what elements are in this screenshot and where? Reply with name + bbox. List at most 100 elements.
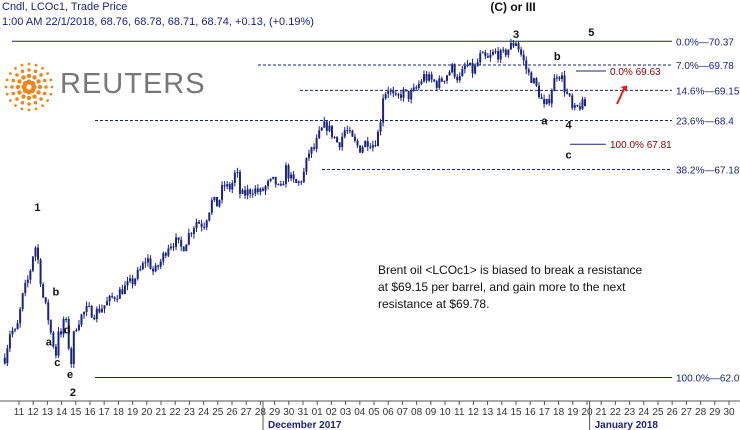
- logo-dot: [49, 92, 53, 96]
- logo-dot: [46, 99, 50, 102]
- candle-body: [180, 239, 183, 247]
- candle-body: [453, 64, 456, 77]
- candle-body: [438, 78, 441, 88]
- x-tick-label: 12: [468, 407, 480, 418]
- candle-body: [323, 121, 326, 128]
- x-tick-label: 23: [184, 407, 196, 418]
- projection-arrow-icon: [616, 88, 625, 105]
- candle-body: [387, 91, 390, 94]
- logo-dot: [27, 102, 31, 106]
- candle-body: [238, 171, 241, 194]
- projection-arrow-head-icon: [620, 85, 628, 92]
- candle-body: [504, 49, 507, 56]
- candle-body: [527, 69, 530, 73]
- candle-body: [274, 176, 277, 185]
- x-tick-label: 15: [70, 407, 82, 418]
- candle-body: [54, 346, 57, 356]
- candle-body: [185, 244, 188, 252]
- candle-body: [134, 278, 137, 285]
- candle-body: [21, 293, 24, 310]
- candle-body: [236, 171, 239, 173]
- logo-dot: [32, 75, 37, 80]
- candle-body: [62, 318, 65, 335]
- logo-dot: [39, 73, 43, 77]
- candle-body: [425, 74, 428, 81]
- candle-body: [456, 76, 459, 81]
- candle-body: [310, 147, 313, 154]
- x-tick-label: 24: [638, 407, 650, 418]
- candle-body: [476, 62, 479, 66]
- candle-body: [116, 298, 119, 300]
- candle-body: [131, 278, 134, 285]
- candle-body: [231, 183, 234, 190]
- x-tick-label: 30: [723, 407, 735, 418]
- logo-dot: [39, 97, 43, 101]
- logo-dot: [42, 91, 47, 96]
- candle-body: [341, 136, 344, 148]
- candle-body: [259, 188, 262, 193]
- fib-level-label: 0.0%—70.37: [676, 37, 734, 48]
- x-tick-label: 17: [539, 407, 551, 418]
- candle-body: [351, 130, 354, 137]
- wave-label: a: [46, 337, 53, 349]
- candle-body: [573, 105, 576, 108]
- candle-body: [244, 190, 247, 196]
- candle-body: [353, 136, 356, 141]
- x-tick-label: 27: [681, 407, 693, 418]
- candle-body: [256, 188, 259, 193]
- candle-body: [123, 285, 126, 295]
- candle-body: [172, 246, 175, 248]
- logo-dot: [17, 90, 22, 95]
- logo-dot: [10, 85, 14, 89]
- logo-dot: [41, 66, 44, 70]
- fib-level-label: 38.2%—67.18: [676, 166, 740, 177]
- candle-body: [491, 52, 494, 55]
- candle-body: [376, 131, 379, 147]
- candles-layer: [3, 38, 587, 368]
- x-tick-label: 22: [610, 407, 622, 418]
- chart-header-quote: 1:00 AM 22/1/2018, 68.76, 68.78, 68.71, …: [2, 16, 314, 28]
- candle-body: [261, 188, 264, 191]
- candle-body: [223, 185, 226, 187]
- x-tick-label: 24: [198, 407, 210, 418]
- x-tick-label: 18: [553, 407, 565, 418]
- candle-body: [98, 308, 101, 313]
- candle-body: [307, 153, 310, 158]
- candle-body: [343, 130, 346, 137]
- logo-dot: [27, 108, 31, 112]
- wave-label: 3: [513, 29, 519, 41]
- candle-body: [139, 269, 142, 271]
- candle-body: [152, 268, 155, 272]
- x-tick-label: 25: [212, 407, 224, 418]
- candle-body: [428, 74, 431, 81]
- candle-body: [37, 247, 40, 260]
- candle-body: [65, 318, 68, 320]
- candle-body: [415, 87, 418, 89]
- candle-body: [435, 81, 438, 88]
- candle-body: [52, 332, 55, 347]
- candle-body: [215, 196, 218, 207]
- candle-body: [402, 89, 405, 98]
- candle-body: [420, 81, 423, 85]
- candle-body: [72, 331, 75, 364]
- candle-body: [448, 72, 451, 76]
- x-tick-label: 29: [269, 407, 281, 418]
- candle-body: [34, 247, 37, 257]
- x-tick-label: 25: [652, 407, 664, 418]
- candle-body: [410, 90, 413, 100]
- candle-body: [121, 289, 124, 295]
- candle-body: [313, 147, 316, 149]
- candle-body: [315, 138, 318, 149]
- candle-body: [364, 140, 367, 148]
- candle-body: [399, 94, 402, 98]
- candle-body: [328, 125, 331, 131]
- reuters-wordmark: REUTERS: [60, 68, 206, 100]
- logo-dot: [33, 100, 38, 105]
- candle-body: [356, 140, 359, 146]
- candle-body: [440, 78, 443, 82]
- logo-dot: [36, 79, 41, 84]
- candle-body: [486, 56, 489, 58]
- candle-body: [555, 77, 558, 79]
- candle-body: [284, 165, 287, 184]
- candle-body: [14, 329, 17, 331]
